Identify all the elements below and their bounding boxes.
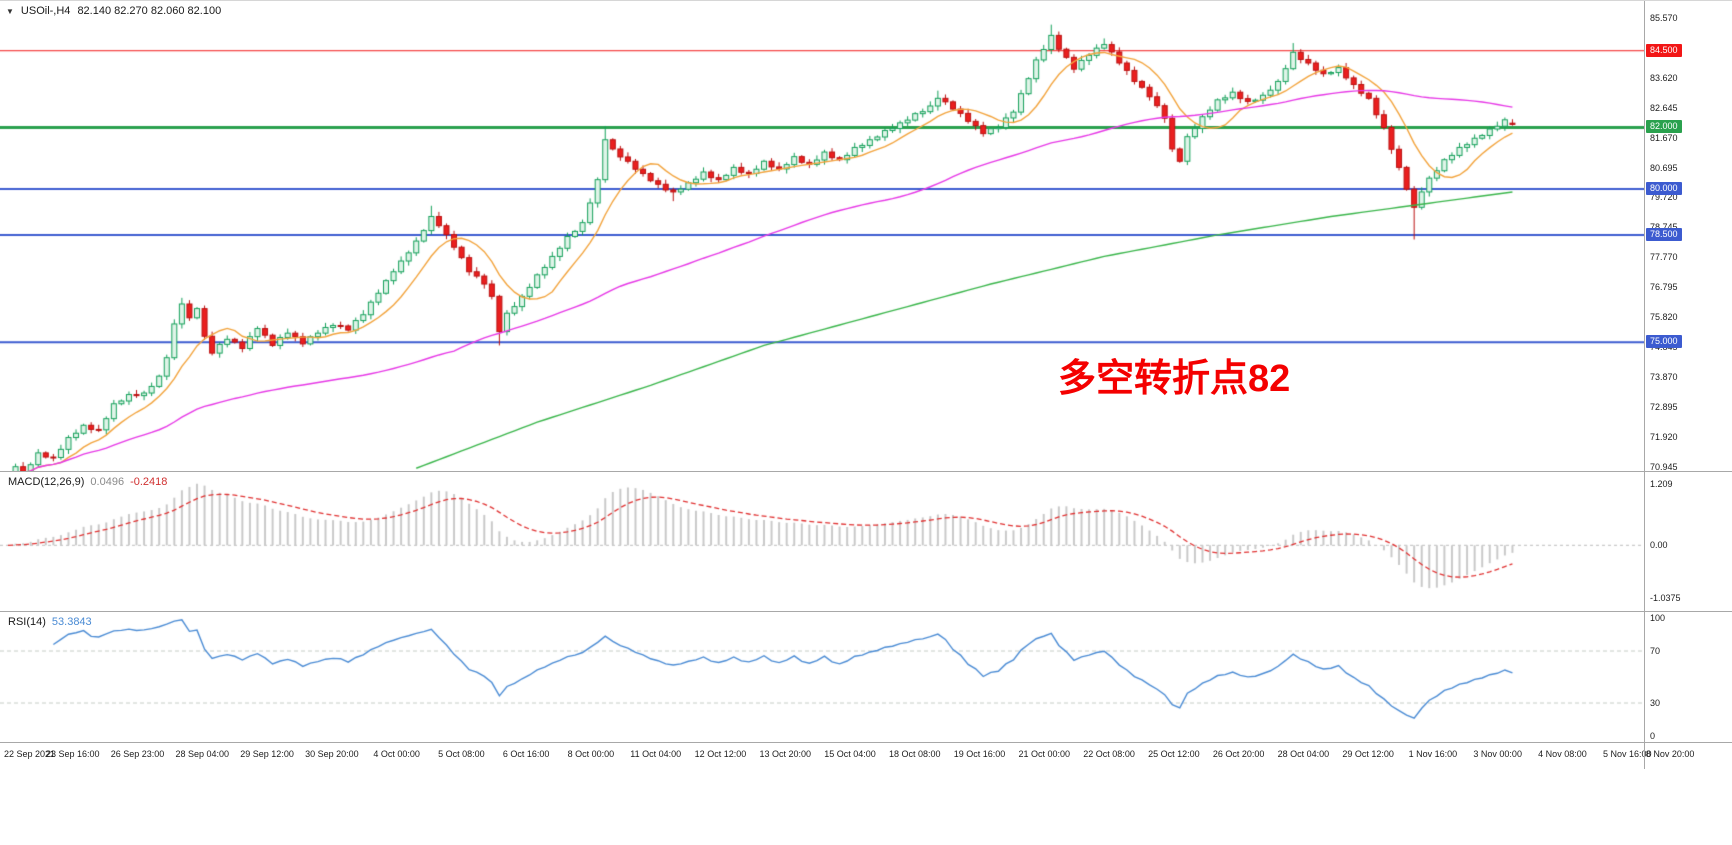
panel-separator[interactable] [0, 742, 1732, 743]
price-tick: 72.895 [1650, 401, 1678, 412]
time-label: 15 Oct 04:00 [824, 749, 876, 759]
rsi-indicator-label: RSI(14) 53.3843 [8, 616, 92, 628]
time-label: 4 Oct 00:00 [373, 749, 420, 759]
macd-value-signal: -0.2418 [130, 476, 168, 488]
time-label: 30 Sep 20:00 [305, 749, 359, 759]
price-level-badge: 78.500 [1646, 227, 1682, 241]
time-label: 5 Nov 16:00 [1602, 749, 1652, 759]
time-label: 18 Oct 08:00 [888, 749, 941, 759]
price-level-badge: 80.000 [1646, 181, 1682, 195]
price-tick: 77.770 [1650, 252, 1678, 263]
macd-panel: MACD(12,26,9) 0.0496 -0.2418 1.209 0.00 -1.0… [0, 472, 1732, 611]
time-label: 19 Oct 16:00 [953, 749, 1006, 759]
price-tick: 73.870 [1650, 372, 1678, 383]
price-level-badge: 84.500 [1646, 43, 1682, 57]
time-label: 12 Oct 12:00 [694, 749, 747, 759]
rsi-panel: RSI(14) 53.3843 100 70 30 0 [0, 612, 1732, 742]
price-level-badge: 75.000 [1646, 335, 1682, 349]
time-label: 4 Nov 08:00 [1538, 749, 1587, 759]
macd-name: MACD(12,26,9) [8, 476, 85, 488]
price-tick: 75.820 [1650, 312, 1678, 323]
price-tick: 82.645 [1650, 102, 1678, 113]
time-label: 6 Oct 16:00 [502, 749, 550, 759]
time-label: 29 Sep 12:00 [240, 749, 294, 759]
time-label: 21 Oct 00:00 [1018, 749, 1071, 759]
time-label: 28 Oct 04:00 [1277, 749, 1330, 759]
time-label: 13 Oct 20:00 [759, 749, 811, 759]
rsi-tick: 70 [1650, 646, 1661, 656]
time-label: 11 Oct 04:00 [630, 749, 682, 759]
price-tick: 76.795 [1650, 282, 1678, 293]
time-label: 8 Oct 00:00 [567, 749, 615, 759]
price-axis-separator-line [1644, 1, 1645, 769]
price-tick: 81.670 [1650, 132, 1678, 143]
time-label: 28 Sep 04:00 [175, 749, 230, 759]
price-tick: 71.920 [1650, 431, 1678, 442]
price-tick: 78.745 [1650, 222, 1678, 232]
ohlc-quote: 82.140 82.270 82.060 82.100 [77, 5, 222, 17]
rsi-tick: 0 [1650, 731, 1656, 741]
price-tick: 85.570 [1650, 12, 1678, 23]
macd-tick: -1.0375 [1650, 592, 1681, 603]
panel-separator[interactable] [0, 611, 1732, 612]
time-label: 25 Oct 12:00 [1148, 749, 1200, 759]
chart-header: ▼ USOil-,H4 82.140 82.270 82.060 82.100 [6, 5, 221, 17]
symbol-dropdown-icon[interactable]: ▼ [6, 6, 14, 16]
panel-separator[interactable] [0, 471, 1732, 472]
macd-canvas[interactable] [0, 472, 1644, 611]
chart-annotation-text: 多空转折点82 [1058, 358, 1291, 400]
time-label: 26 Sep 23:00 [110, 749, 165, 759]
rsi-tick: 100 [1650, 613, 1666, 623]
time-label: 22 Oct 08:00 [1083, 749, 1135, 759]
price-level-badge: 82.000 [1646, 120, 1682, 134]
time-label: 29 Oct 12:00 [1342, 749, 1394, 759]
time-axis[interactable]: 22 Sep 2021 23 Sep 16:00 26 Sep 23:00 28 Se… [0, 743, 1732, 769]
rsi-name: RSI(14) [8, 616, 46, 628]
macd-tick: 0.00 [1650, 540, 1668, 551]
time-label: 8 Nov 20:00 [1645, 749, 1695, 759]
time-label: 23 Sep 16:00 [45, 749, 100, 759]
time-label: 26 Oct 20:00 [1212, 749, 1265, 759]
price-chart-canvas[interactable] [0, 1, 1644, 471]
rsi-canvas[interactable] [0, 612, 1644, 742]
price-tick: 80.695 [1650, 162, 1678, 173]
main-chart-panel: ▼ USOil-,H4 82.140 82.270 82.060 82.100 … [0, 1, 1732, 472]
symbol-timeframe-label: USOil-,H4 [20, 5, 71, 17]
price-tick: 70.945 [1650, 461, 1678, 472]
time-label: 22 Sep 2021 [4, 749, 56, 759]
time-label: 3 Nov 00:00 [1473, 749, 1522, 759]
rsi-tick: 30 [1650, 698, 1661, 708]
time-label: 5 Oct 08:00 [438, 749, 485, 759]
price-tick: 83.620 [1650, 72, 1678, 83]
time-label: 1 Nov 16:00 [1408, 749, 1458, 759]
price-tick: 79.720 [1650, 192, 1678, 203]
macd-tick: 1.209 [1650, 479, 1673, 490]
rsi-value: 53.3843 [51, 616, 92, 628]
macd-indicator-label: MACD(12,26,9) 0.0496 -0.2418 [8, 476, 167, 488]
macd-value-main: 0.0496 [90, 476, 125, 488]
